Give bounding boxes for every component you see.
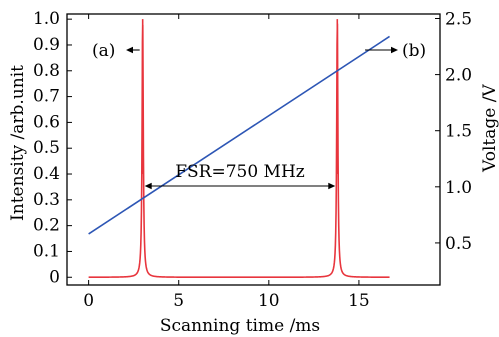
y-tick-label-right: 1.5: [445, 122, 472, 142]
y-tick-label-left: 0: [49, 267, 60, 287]
x-axis-title: Scanning time /ms: [160, 316, 320, 336]
y-tick-label-left: 0.8: [33, 61, 60, 81]
x-tick-label: 15: [348, 291, 370, 311]
annotation-b-arrowhead: [391, 46, 398, 54]
y-tick-label-left: 0.2: [33, 216, 60, 236]
x-tick-label: 10: [258, 291, 280, 311]
annotation-b-label: (b): [402, 41, 426, 61]
plot-border: [66, 13, 441, 286]
y-tick-label-right: 0.5: [445, 234, 472, 254]
x-tick-label: 0: [83, 291, 94, 311]
tick-layer: 0 0.1 0.2 0.3 0.4 0.5 0.6 0.7 0.8 0.9 1.0 0.5 1.0 1.5…: [33, 9, 472, 311]
scan-voltage-series-b: [88, 35, 390, 235]
annotation-a-label: (a): [92, 41, 115, 61]
y-tick-label-left: 0.6: [33, 112, 60, 132]
y-axis-title-left: Intensity /arb.unit: [8, 65, 28, 221]
y-axis-title-right: Voltage /V: [480, 84, 499, 173]
y-tick-label-right: 1.0: [445, 178, 472, 198]
y-tick-label-right: 2.5: [445, 9, 472, 29]
annotation-layer: (a) (b) FSR=750 MHz: [92, 41, 426, 190]
y-tick-label-left: 0.5: [33, 138, 60, 158]
y-tick-label-left: 0.7: [33, 87, 60, 107]
plot-frame-layer: [66, 13, 441, 286]
y-tick-label-left: 0.1: [33, 241, 60, 261]
annotation-a-arrowhead: [126, 46, 133, 54]
fsr-arrowhead-left: [144, 182, 152, 190]
fsr-label: FSR=750 MHz: [175, 162, 305, 182]
x-tick-label: 5: [173, 291, 184, 311]
y-tick-label-left: 0.3: [33, 190, 60, 210]
fsr-arrowhead-right: [328, 182, 336, 190]
cavity-transmission-series-a: [88, 23, 390, 279]
y-tick-label-left: 0.9: [33, 35, 60, 55]
series-layer: [88, 19, 390, 279]
y-tick-label-left: 0.4: [33, 164, 60, 184]
y-tick-label-right: 2.0: [445, 66, 472, 86]
y-tick-label-left: 1.0: [33, 9, 60, 29]
